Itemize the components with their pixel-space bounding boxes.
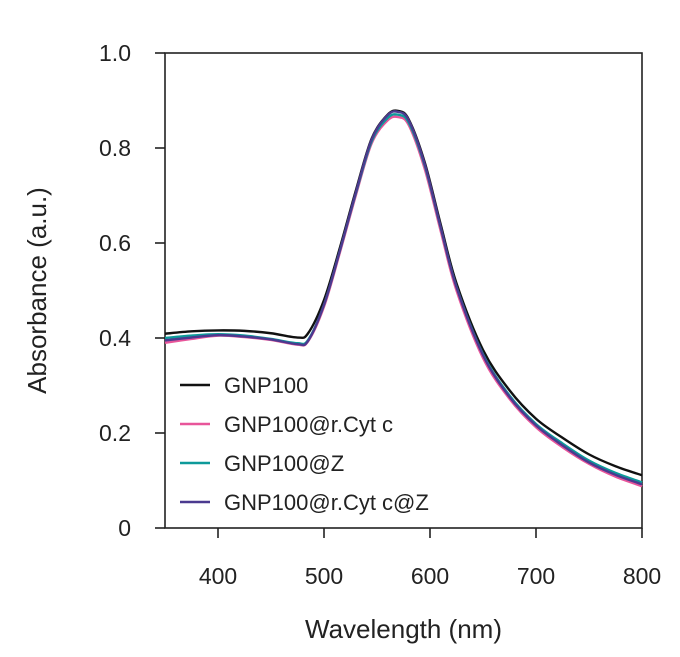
y-tick-label: 0.4 bbox=[99, 325, 131, 351]
x-tick-label: 800 bbox=[623, 563, 661, 589]
axes: 0 0.2 0.4 0.6 0.8 1.0 400 500 600 700 800 bbox=[99, 40, 661, 589]
x-tick-label: 500 bbox=[305, 563, 343, 589]
x-tick-label: 700 bbox=[517, 563, 555, 589]
series-layer bbox=[164, 109, 643, 488]
legend-label: GNP100@r.Cyt c@Z bbox=[224, 490, 429, 515]
legend: GNP100 GNP100@r.Cyt c GNP100@Z GNP100@r.Cyt… bbox=[180, 373, 429, 515]
y-axis-title: Absorbance (a.u.) bbox=[22, 187, 52, 394]
x-axis-title: Wavelength (nm) bbox=[305, 614, 502, 644]
legend-label: GNP100@Z bbox=[224, 451, 344, 476]
series-line-gnp100-r-cyt-c-z bbox=[164, 110, 643, 486]
legend-label: GNP100@r.Cyt c bbox=[224, 412, 393, 437]
legend-label: GNP100 bbox=[224, 373, 308, 398]
plot-frame bbox=[164, 52, 643, 529]
x-tick-label: 400 bbox=[199, 563, 237, 589]
y-tick-label: 0.6 bbox=[99, 230, 131, 256]
x-tick-label: 600 bbox=[411, 563, 449, 589]
y-tick-label: 0.8 bbox=[99, 135, 131, 161]
y-tick-label: 0.2 bbox=[99, 420, 131, 446]
y-tick-label: 1.0 bbox=[99, 40, 131, 66]
y-tick-label: 0 bbox=[118, 515, 131, 541]
